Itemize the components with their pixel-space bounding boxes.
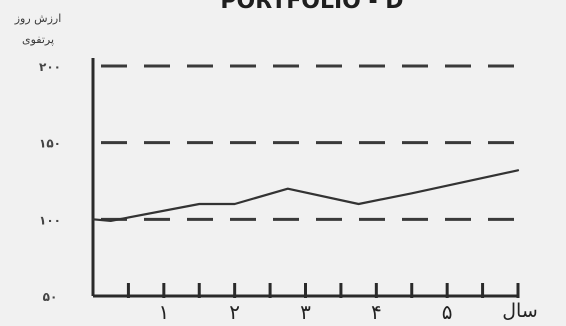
y-tick-label-200: ۲۰۰ xyxy=(39,60,61,74)
series-layer xyxy=(91,169,520,222)
x-tick-label-1: ۱ xyxy=(158,300,169,324)
x-tick-label-5: ۵ xyxy=(442,300,453,324)
y-tick-label-100: ۱۰۰ xyxy=(39,213,61,227)
y-tick-label-50: ۵۰ xyxy=(43,290,58,304)
y-axis-label-line-2: پرتفوی xyxy=(22,33,54,46)
x-tick-label-2: ۲ xyxy=(229,300,240,324)
y-tick-label-150: ۱۵۰ xyxy=(39,137,61,151)
x-tick-labels: ۱ ۲ ۳ ۴ ۵ xyxy=(158,300,452,324)
x-axis-label: سال xyxy=(502,300,538,322)
x-tick-label-3: ۳ xyxy=(300,300,311,324)
x-tick-label-4: ۴ xyxy=(371,300,382,324)
series-line-0 xyxy=(91,169,520,222)
chart-title: PORTFOLIO - D xyxy=(220,0,403,14)
y-axis-label-line-1: ارزش روز xyxy=(14,12,62,25)
gridlines xyxy=(101,64,518,221)
x-tick-marks xyxy=(126,283,520,298)
y-tick-labels: ۵۰ ۱۰۰ ۱۵۰ ۲۰۰ xyxy=(39,60,61,304)
